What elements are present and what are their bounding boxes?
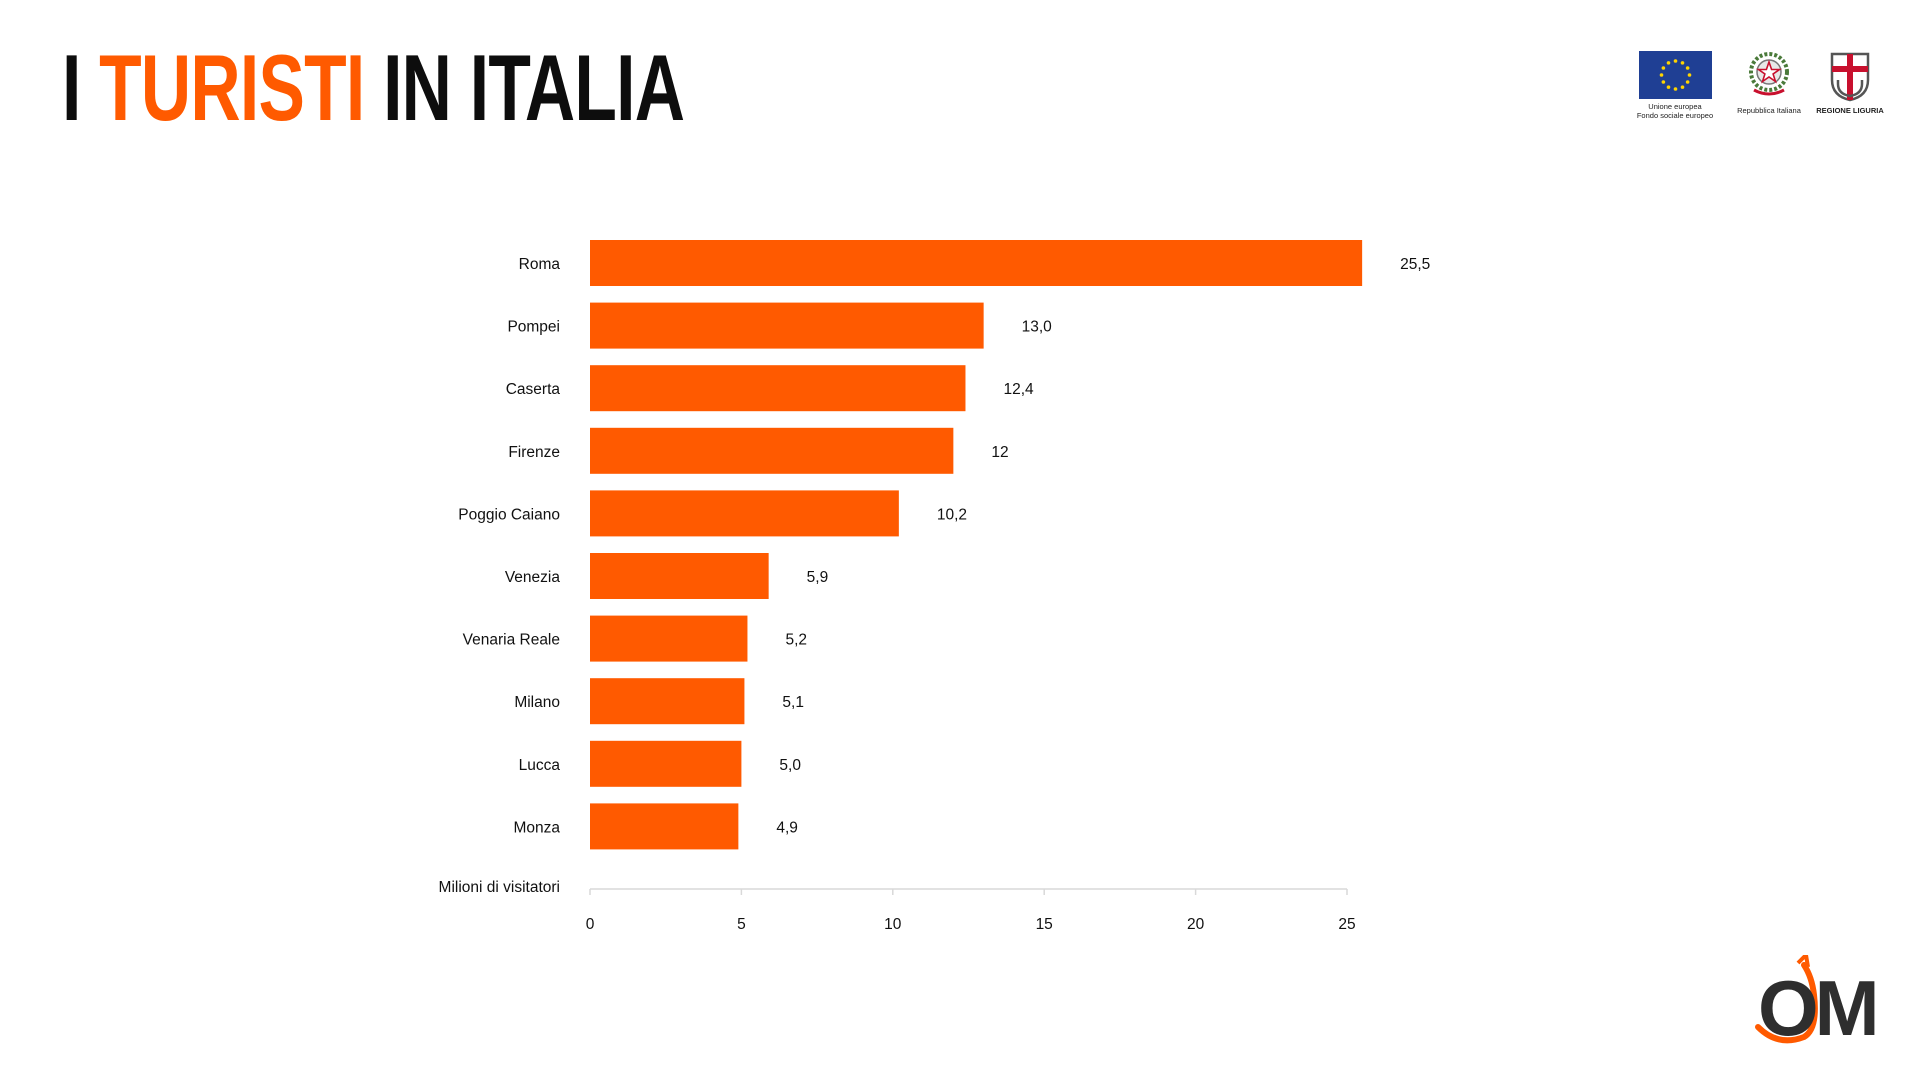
eu-star-icon bbox=[1687, 73, 1692, 77]
x-tick-label: 20 bbox=[1187, 916, 1205, 933]
category-label: Venezia bbox=[505, 569, 561, 586]
category-label: Lucca bbox=[519, 757, 561, 774]
value-label: 5,9 bbox=[807, 569, 829, 586]
category-label: Roma bbox=[519, 256, 561, 273]
value-label: 5,2 bbox=[785, 632, 807, 649]
x-tick-label: 5 bbox=[737, 916, 746, 933]
om-logo-text: OM bbox=[1758, 964, 1876, 1045]
eu-star-icon bbox=[1680, 85, 1685, 89]
liguria-caption: REGIONE LIGURIA bbox=[1816, 106, 1884, 115]
eu-star-icon bbox=[1685, 66, 1690, 70]
om-swoosh-icon bbox=[1755, 962, 1818, 1044]
bar-milano bbox=[590, 678, 745, 725]
bar-lucca bbox=[590, 740, 742, 787]
x-tick-label: 25 bbox=[1338, 916, 1355, 933]
value-label: 25,5 bbox=[1400, 256, 1430, 273]
page-title: I TURISTI IN ITALIA bbox=[62, 35, 685, 140]
value-label: 5,1 bbox=[782, 694, 804, 711]
bar-firenze bbox=[590, 427, 954, 474]
title-part-1: I bbox=[62, 35, 100, 140]
bar-venezia bbox=[590, 553, 769, 599]
category-label: Milano bbox=[514, 694, 560, 711]
value-label: 12 bbox=[991, 444, 1008, 461]
value-label: 4,9 bbox=[776, 819, 798, 836]
title-part-3: IN ITALIA bbox=[364, 35, 685, 140]
eu-star-icon bbox=[1680, 61, 1685, 65]
value-label: 12,4 bbox=[1003, 381, 1034, 398]
axis-title: Milioni di visitatori bbox=[439, 879, 560, 896]
category-label: Monza bbox=[513, 819, 560, 836]
value-label: 10,2 bbox=[937, 506, 967, 523]
x-tick-label: 10 bbox=[884, 916, 902, 933]
om-brand-logo: OM bbox=[1755, 955, 1880, 1045]
eu-star-icon bbox=[1659, 73, 1664, 77]
bar-monza bbox=[590, 803, 739, 850]
category-label: Caserta bbox=[506, 381, 561, 398]
value-label: 5,0 bbox=[779, 757, 801, 774]
partner-logos: Unione europea Fondo sociale europeo Rep… bbox=[1635, 50, 1885, 130]
eu-flag-icon bbox=[1639, 51, 1712, 99]
eu-star-icon bbox=[1666, 61, 1671, 65]
x-tick-label: 15 bbox=[1036, 916, 1053, 933]
eu-star-icon bbox=[1685, 80, 1690, 84]
bar-caserta bbox=[590, 365, 966, 412]
category-label: Poggio Caiano bbox=[458, 506, 560, 523]
liguria-emblem-icon bbox=[1830, 52, 1870, 102]
eu-star-icon bbox=[1661, 80, 1666, 84]
eu-star-icon bbox=[1673, 87, 1678, 91]
eu-caption: Unione europea Fondo sociale europeo bbox=[1636, 102, 1714, 120]
italian-emblem-icon bbox=[1749, 52, 1789, 96]
title-part-2: TURISTI bbox=[99, 35, 365, 140]
value-label: 13,0 bbox=[1022, 319, 1053, 336]
x-tick-label: 0 bbox=[586, 916, 595, 933]
bar-venaria-reale bbox=[590, 615, 748, 662]
eu-star-icon bbox=[1661, 66, 1666, 70]
eu-star-icon bbox=[1666, 85, 1671, 89]
category-label: Firenze bbox=[508, 444, 560, 461]
italy-caption: Repubblica Italiana bbox=[1737, 106, 1801, 115]
bar-pompei bbox=[590, 302, 984, 349]
category-label: Pompei bbox=[507, 319, 560, 336]
category-label: Venaria Reale bbox=[463, 632, 560, 649]
eu-star-icon bbox=[1673, 59, 1678, 63]
om-tick-icon bbox=[1796, 955, 1810, 968]
bar-roma bbox=[590, 240, 1363, 286]
bar-poggio-caiano bbox=[590, 490, 899, 537]
